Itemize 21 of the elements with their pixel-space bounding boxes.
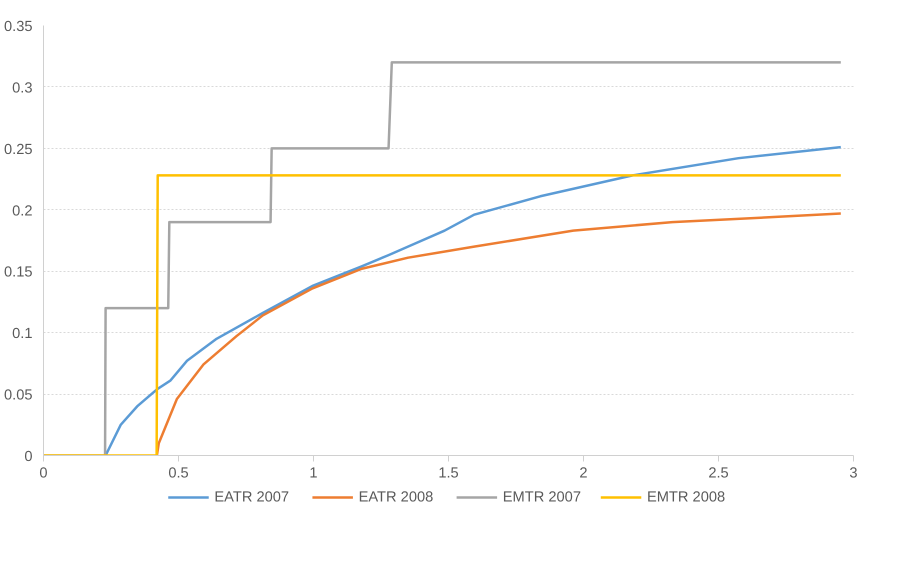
line-series (156, 212, 842, 456)
y-tick-label: 0.35 (4, 19, 33, 35)
y-tick-label: 0.15 (4, 264, 33, 281)
y-tick-label: 0 (24, 449, 33, 465)
legend-label: EMTR 2008 (646, 490, 726, 506)
y-tick-label: 0.05 (4, 388, 33, 404)
legend-label: EATR 2008 (358, 490, 434, 506)
line-series (104, 146, 842, 456)
legend-label: EMTR 2007 (502, 490, 581, 506)
y-tick-label: 0.1 (12, 326, 32, 342)
y-tick-label: 0.25 (4, 142, 33, 158)
y-tick-label: 0.2 (12, 203, 32, 220)
x-tick-label: 0.5 (168, 466, 189, 482)
x-tick-label: 1.5 (438, 466, 459, 482)
legend-label: EATR 2007 (214, 490, 290, 506)
y-tick-label: 0.3 (12, 80, 32, 96)
x-tick-label: 3 (849, 466, 858, 482)
x-tick-label: 1 (309, 466, 318, 482)
x-tick-label: 2 (579, 466, 588, 482)
x-tick-label: 0 (39, 466, 48, 482)
x-tick-label: 2.5 (708, 466, 729, 482)
